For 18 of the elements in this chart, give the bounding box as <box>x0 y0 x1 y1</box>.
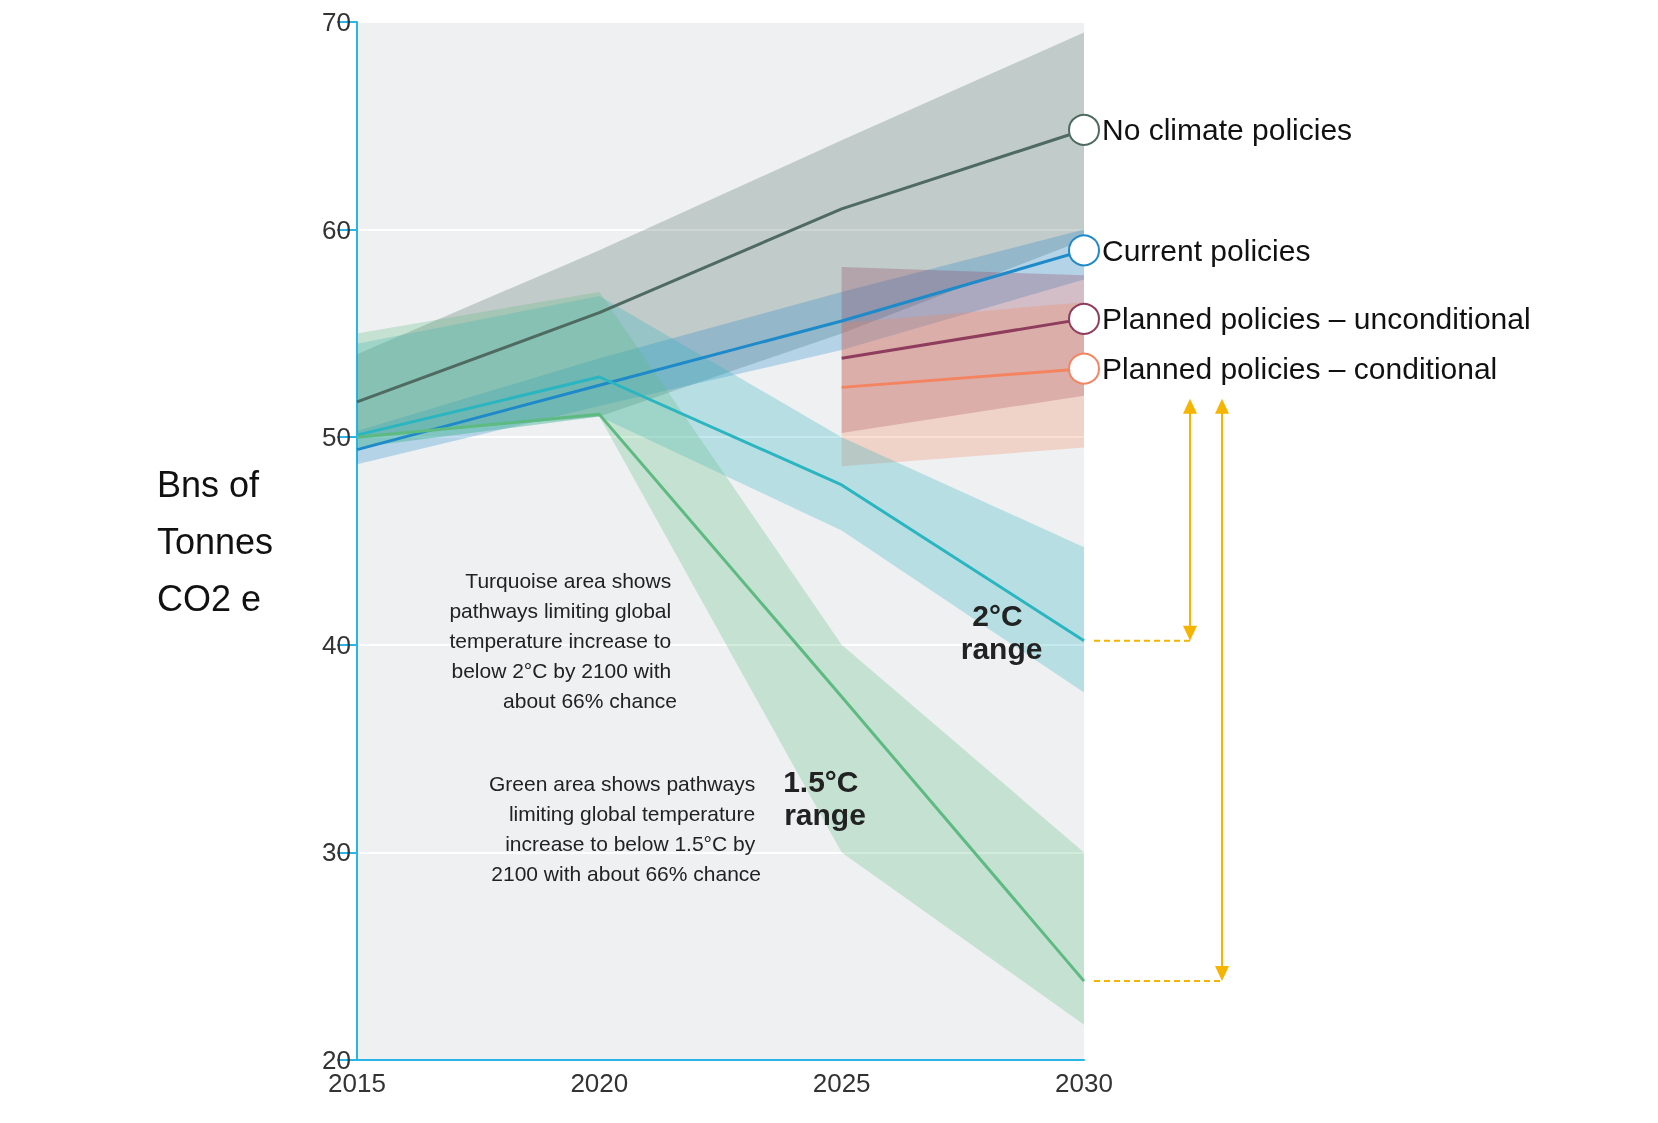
x-tick-label: 2025 <box>812 1068 871 1098</box>
series-label: Planned policies – conditional <box>1102 352 1498 386</box>
y-tick-label: 60 <box>322 214 351 245</box>
x-tick-label: 2020 <box>570 1068 629 1098</box>
y-tick-label: 30 <box>322 837 351 868</box>
series-label: Planned policies – unconditional <box>1102 302 1531 336</box>
x-tick-label: 2030 <box>1055 1068 1113 1098</box>
series-label: No climate policies <box>1102 113 1353 147</box>
series-label: Current policies <box>1102 233 1311 267</box>
annotation: 2°C range <box>960 599 1043 666</box>
y-tick-label: 50 <box>322 422 351 453</box>
line-series <box>355 412 1086 983</box>
y-axis-title: Bns of Tonnes CO2 e <box>157 463 274 619</box>
annotation: Green area shows pathways limiting global temperature increase to below 1.5°C by 2100 with about 66% chance <box>489 771 761 885</box>
annotation: Turquoise area shows pathways limiting global temperature increase to below 2°C by 2100 with about 66% chance <box>449 568 677 712</box>
y-tick-label: 70 <box>322 7 351 37</box>
annotation: 1.5°C range <box>783 765 867 831</box>
y-tick-label: 40 <box>322 629 351 660</box>
